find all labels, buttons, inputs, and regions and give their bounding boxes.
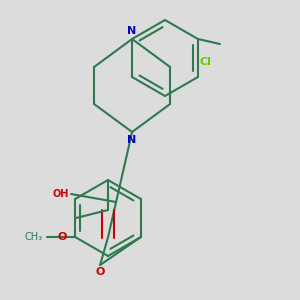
Text: OH: OH xyxy=(53,189,69,199)
Text: CH₃: CH₃ xyxy=(25,232,43,242)
Text: O: O xyxy=(58,232,67,242)
Text: N: N xyxy=(128,26,137,36)
Text: O: O xyxy=(95,267,105,277)
Text: Cl: Cl xyxy=(200,57,212,67)
Text: N: N xyxy=(128,135,137,145)
